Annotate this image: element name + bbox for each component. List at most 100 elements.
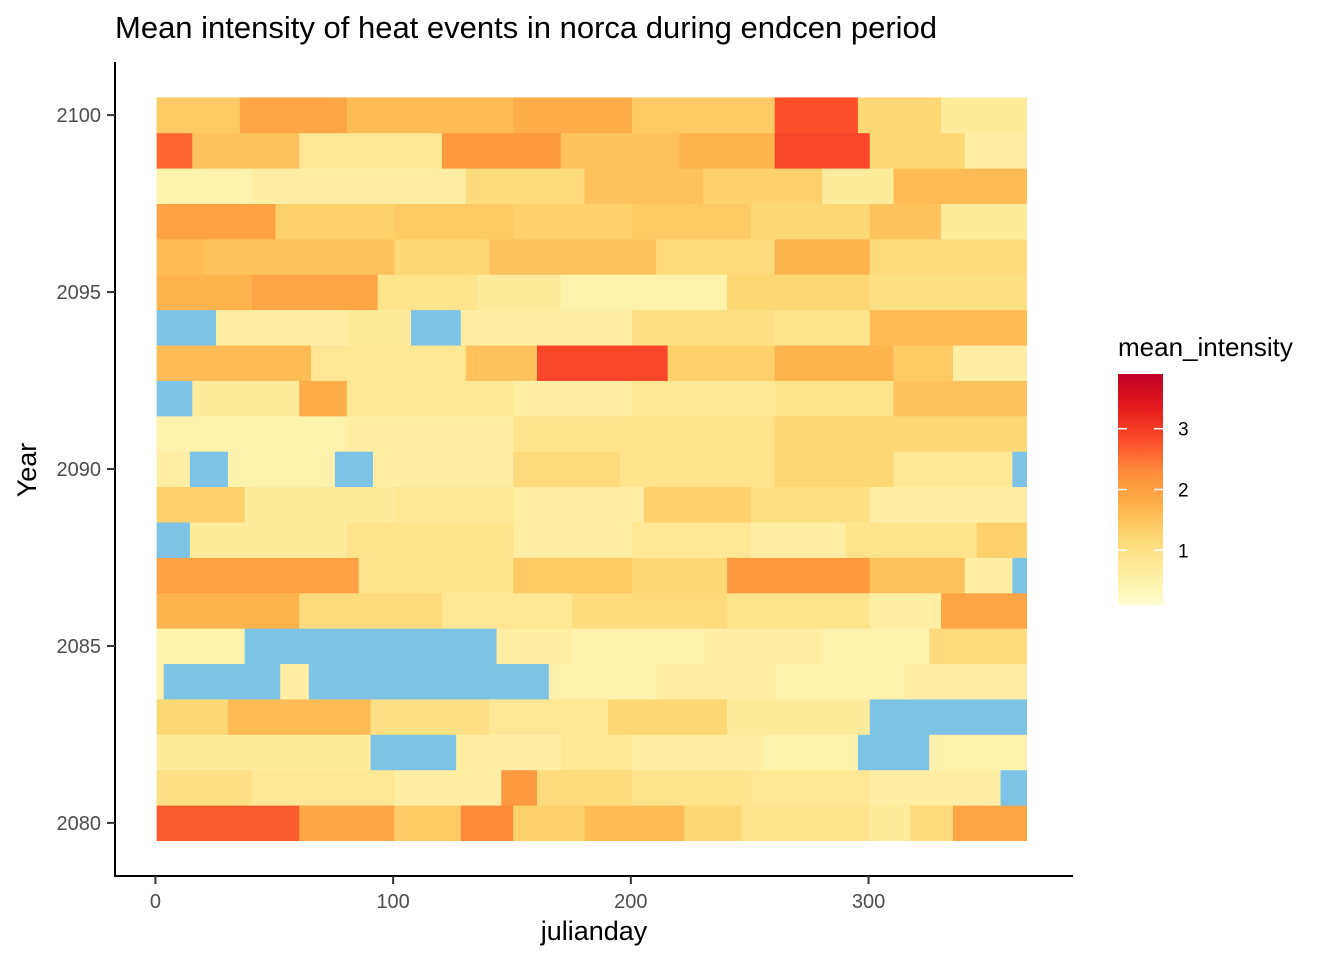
legend-title: mean_intensity xyxy=(1118,332,1293,362)
heatmap-tile xyxy=(346,415,514,452)
heatmap-tile xyxy=(189,522,348,558)
heatmap-tile xyxy=(156,451,191,488)
heatmap-tile xyxy=(441,592,573,629)
heatmap-tile xyxy=(750,522,847,558)
heatmap-tile xyxy=(489,238,657,275)
heatmap-tile xyxy=(584,805,685,842)
heatmap-tile xyxy=(964,132,1028,169)
heatmap-tile xyxy=(1012,451,1028,488)
heatmap-tile xyxy=(513,805,585,842)
heatmap-tile xyxy=(156,380,193,417)
heatmap-tile xyxy=(460,309,633,346)
heatmap-tile xyxy=(513,380,633,417)
heatmap-tile xyxy=(501,769,538,806)
heatmap-tile xyxy=(893,415,1028,452)
heatmap-tile xyxy=(548,663,657,700)
heatmap-tile xyxy=(244,628,497,665)
heatmap-tile xyxy=(168,309,217,346)
heatmap-tile xyxy=(632,522,752,558)
heatmap-tile xyxy=(774,663,906,700)
heatmap-tile xyxy=(1012,557,1028,594)
heatmap-tile xyxy=(513,97,633,134)
heatmap-tile xyxy=(560,734,633,771)
y-tick-label: 2080 xyxy=(57,813,102,835)
heatmap-tile xyxy=(377,274,478,311)
heatmap-tile xyxy=(750,203,871,240)
heatmap-tile xyxy=(869,805,911,842)
heatmap-tile xyxy=(608,699,728,735)
heatmap-tile xyxy=(299,132,443,169)
heatmap-tile xyxy=(857,734,930,771)
heatmap-tile xyxy=(893,168,1028,204)
heatmap-tile xyxy=(513,522,633,558)
heatmap-tile xyxy=(869,203,942,240)
heatmap-tile xyxy=(204,238,395,275)
heatmap-tile xyxy=(372,451,514,488)
heatmap-tile xyxy=(358,557,514,594)
heatmap-tile xyxy=(513,557,633,594)
heatmap-tiles xyxy=(156,97,1028,842)
heatmap-tile xyxy=(655,663,776,700)
heatmap-tile xyxy=(513,451,621,488)
x-axis-title: julianday xyxy=(540,916,648,946)
heatmap-tile xyxy=(536,769,633,806)
heatmap-tile xyxy=(632,380,776,417)
heatmap-tile xyxy=(513,203,633,240)
heatmap-tile xyxy=(905,663,1028,700)
heatmap-tile xyxy=(964,557,1013,594)
heatmap-tile xyxy=(156,274,253,311)
heatmap-tile xyxy=(216,309,348,346)
heatmap-tile xyxy=(632,769,752,806)
heatmap-tile xyxy=(156,97,241,134)
heatmap-tile xyxy=(156,415,348,452)
heatmap-tile xyxy=(632,309,776,346)
heatmap-tile xyxy=(346,522,514,558)
heatmap-tile xyxy=(560,274,728,311)
heatmap-tile xyxy=(727,592,871,629)
heatmap-tile xyxy=(869,592,942,629)
heatmap-tile xyxy=(156,309,169,346)
chart-title: Mean intensity of heat events in norca d… xyxy=(115,10,937,45)
heatmap-tile xyxy=(156,168,253,204)
heatmap-tile xyxy=(727,699,871,735)
heatmap-tile xyxy=(394,805,462,842)
heatmap-tile xyxy=(156,203,276,240)
legend-tick-label: 2 xyxy=(1178,481,1189,502)
heatmap-tile xyxy=(941,97,1028,134)
heatmap-tile xyxy=(774,132,871,169)
heatmap-tile xyxy=(703,628,823,665)
heatmap-tile xyxy=(489,699,609,735)
x-tick-label: 200 xyxy=(614,891,647,913)
heatmap-tile xyxy=(560,132,680,169)
heatmap-tile xyxy=(239,97,348,134)
heatmap-tile xyxy=(845,522,978,558)
legend-tick-label: 1 xyxy=(1178,541,1189,562)
heatmap-tile xyxy=(822,628,930,665)
heatmap-tile xyxy=(750,769,871,806)
heatmap-tile xyxy=(370,699,490,735)
y-tick-label: 2090 xyxy=(57,459,102,481)
heatmap-tile xyxy=(941,592,1028,629)
heatmap-tile xyxy=(156,238,205,275)
heatmap-tile xyxy=(299,592,443,629)
heatmap-tile xyxy=(929,628,1028,665)
heatmap-tile xyxy=(1000,769,1028,806)
heatmap-tile xyxy=(976,522,1028,558)
heatmap-tile xyxy=(156,663,165,700)
x-tick-label: 0 xyxy=(150,891,161,913)
y-axis-ticks: 2080 2085 2090 2095 2100 xyxy=(57,105,115,835)
heatmap-tile xyxy=(727,557,871,594)
heatmap-tile xyxy=(893,380,1028,417)
heatmap-tile xyxy=(394,203,514,240)
y-tick-label: 2095 xyxy=(57,282,102,304)
y-tick-label: 2100 xyxy=(57,105,102,127)
heatmap-tile xyxy=(227,451,336,488)
heatmap-tile xyxy=(251,769,395,806)
heatmap-tile xyxy=(869,486,1028,523)
heatmap-tile xyxy=(774,345,894,381)
heatmap-tile xyxy=(513,486,645,523)
heatmap-tile xyxy=(227,699,371,735)
heatmap-tile xyxy=(513,415,633,452)
heatmap-tile xyxy=(156,769,253,806)
heatmap-tile xyxy=(632,557,728,594)
